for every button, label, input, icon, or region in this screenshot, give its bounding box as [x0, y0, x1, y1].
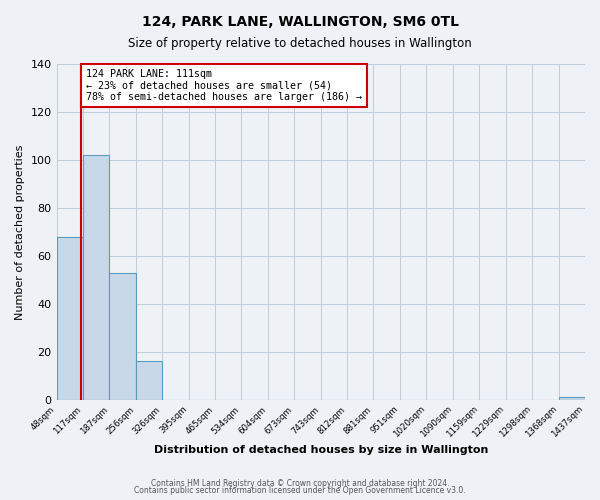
Text: Size of property relative to detached houses in Wallington: Size of property relative to detached ho…: [128, 38, 472, 51]
X-axis label: Distribution of detached houses by size in Wallington: Distribution of detached houses by size …: [154, 445, 488, 455]
Y-axis label: Number of detached properties: Number of detached properties: [15, 144, 25, 320]
Bar: [559, 398, 585, 400]
Text: 124, PARK LANE, WALLINGTON, SM6 0TL: 124, PARK LANE, WALLINGTON, SM6 0TL: [142, 15, 458, 29]
Text: Contains public sector information licensed under the Open Government Licence v3: Contains public sector information licen…: [134, 486, 466, 495]
Bar: [109, 272, 136, 400]
Text: Contains HM Land Registry data © Crown copyright and database right 2024.: Contains HM Land Registry data © Crown c…: [151, 478, 449, 488]
Bar: [83, 155, 109, 400]
Bar: [56, 236, 83, 400]
Bar: [136, 362, 163, 400]
Text: 124 PARK LANE: 111sqm
← 23% of detached houses are smaller (54)
78% of semi-deta: 124 PARK LANE: 111sqm ← 23% of detached …: [86, 69, 362, 102]
